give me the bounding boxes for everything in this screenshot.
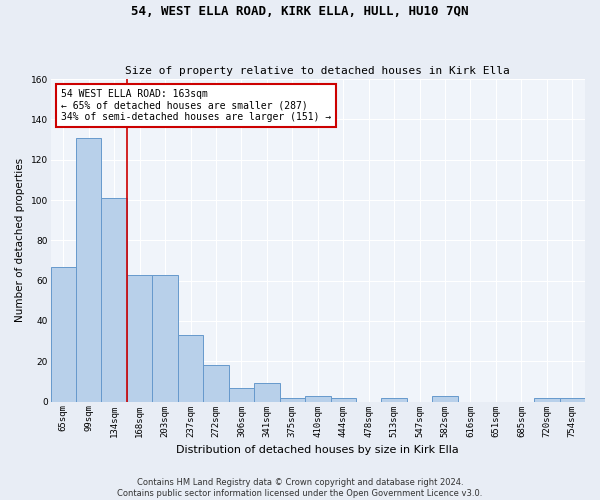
- Bar: [560, 398, 585, 402]
- Bar: [433, 396, 458, 402]
- Bar: [382, 398, 407, 402]
- Bar: [50, 266, 76, 402]
- Bar: [101, 198, 127, 402]
- Text: 54, WEST ELLA ROAD, KIRK ELLA, HULL, HU10 7QN: 54, WEST ELLA ROAD, KIRK ELLA, HULL, HU1…: [131, 5, 469, 18]
- Bar: [534, 398, 560, 402]
- Bar: [76, 138, 101, 402]
- Y-axis label: Number of detached properties: Number of detached properties: [15, 158, 25, 322]
- Bar: [127, 274, 152, 402]
- Bar: [229, 388, 254, 402]
- Bar: [331, 398, 356, 402]
- Bar: [203, 366, 229, 402]
- Text: 54 WEST ELLA ROAD: 163sqm
← 65% of detached houses are smaller (287)
34% of semi: 54 WEST ELLA ROAD: 163sqm ← 65% of detac…: [61, 88, 332, 122]
- Bar: [152, 274, 178, 402]
- Text: Contains HM Land Registry data © Crown copyright and database right 2024.
Contai: Contains HM Land Registry data © Crown c…: [118, 478, 482, 498]
- Title: Size of property relative to detached houses in Kirk Ella: Size of property relative to detached ho…: [125, 66, 510, 76]
- Bar: [178, 335, 203, 402]
- Bar: [305, 396, 331, 402]
- Bar: [280, 398, 305, 402]
- Bar: [254, 384, 280, 402]
- X-axis label: Distribution of detached houses by size in Kirk Ella: Distribution of detached houses by size …: [176, 445, 459, 455]
